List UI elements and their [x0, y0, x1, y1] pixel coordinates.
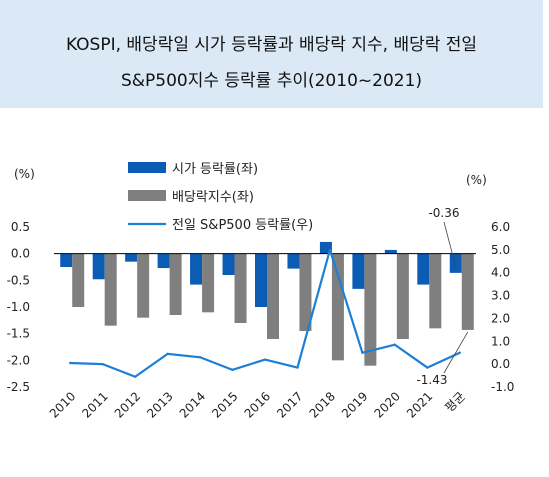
x-tick-label: 2012 — [112, 389, 143, 420]
line-point — [133, 375, 137, 378]
annotation-leader — [443, 331, 469, 374]
bar-opening — [222, 253, 235, 275]
annotation-leader — [443, 221, 457, 267]
annotation-index-avg: -1.43 — [416, 373, 447, 387]
y-left-tick-label: -2.0 — [7, 353, 30, 367]
x-tick-label: 2010 — [47, 389, 78, 420]
x-tick-label: 평균 — [442, 389, 468, 415]
x-tick-label: 2021 — [404, 389, 435, 420]
bar-opening — [449, 253, 462, 273]
legend-swatch-exdiv — [128, 190, 166, 201]
bar-opening — [417, 253, 430, 285]
bar-exdiv-index — [169, 253, 182, 315]
y-left-tick-label: -2.5 — [7, 380, 30, 394]
bar-opening — [319, 241, 332, 254]
y-right-tick-label: 4.0 — [491, 266, 510, 280]
y-right-tick-label: -1.0 — [491, 380, 514, 394]
bar-opening — [352, 253, 365, 289]
line-point — [393, 343, 397, 346]
annotation-opening-avg: -0.36 — [428, 206, 459, 220]
line-point — [426, 366, 429, 369]
x-tick-label: 2020 — [371, 389, 402, 420]
line-point — [296, 366, 299, 369]
y-left-unit: (%) — [14, 167, 35, 181]
line-point — [263, 358, 267, 361]
chart-title-line2: S&P500지수 등락률 추이(2010~2021) — [120, 71, 423, 91]
line-point — [361, 351, 364, 354]
legend-label-opening: 시가 등락률(좌) — [172, 162, 258, 177]
line-point — [166, 352, 169, 356]
bar-exdiv-index — [331, 253, 344, 361]
bar-opening — [157, 253, 170, 269]
line-point — [198, 356, 202, 359]
x-tick-label: 2016 — [242, 389, 273, 420]
bar-opening — [125, 253, 138, 262]
bar-opening — [92, 253, 105, 280]
bar-exdiv-index — [299, 253, 312, 331]
y-right-tick-label: 2.0 — [491, 311, 510, 325]
bar-exdiv-index — [267, 253, 279, 339]
y-right-tick-label: 1.0 — [491, 334, 510, 348]
legend-swatch-opening — [128, 162, 166, 173]
y-right-tick-label: 0.0 — [491, 357, 510, 371]
line-point — [231, 368, 234, 372]
y-left-tick-label: -0.5 — [7, 273, 30, 287]
chart-title-line1: KOSPI, 배당락일 시가 등락률과 배당락 지수, 배당락 전일 — [65, 35, 478, 55]
x-tick-label: 2018 — [307, 389, 338, 420]
bar-opening — [287, 253, 300, 269]
bar-opening — [190, 253, 203, 285]
bar-opening — [255, 253, 267, 307]
line-point — [101, 362, 104, 366]
x-tick-label: 2013 — [144, 389, 175, 420]
bar-exdiv-index — [234, 253, 247, 323]
bar-exdiv-index — [461, 253, 474, 330]
x-tick-label: 2015 — [209, 389, 240, 420]
bar-opening — [384, 249, 397, 254]
legend-label-sp500: 전일 S&P500 등락률(우) — [172, 218, 313, 233]
x-tick-label: 2011 — [79, 389, 110, 420]
legend-label-exdiv: 배당락지수(좌) — [172, 190, 254, 205]
x-tick-label: 2019 — [339, 389, 370, 420]
y-left-tick-label: 0.0 — [11, 247, 30, 261]
bar-exdiv-index — [202, 253, 215, 313]
y-left-tick-label: -1.5 — [7, 327, 30, 341]
bar-exdiv-index — [72, 253, 85, 307]
y-right-tick-label: 3.0 — [491, 289, 510, 303]
bar-exdiv-index — [364, 253, 377, 366]
y-left-tick-label: 0.5 — [11, 220, 30, 234]
line-point — [458, 351, 461, 354]
bar-exdiv-index — [137, 253, 150, 318]
y-right-tick-label: 5.0 — [491, 243, 510, 257]
y-right-tick-label: 6.0 — [491, 220, 510, 234]
y-right-unit: (%) — [466, 173, 487, 187]
x-tick-label: 2014 — [177, 389, 208, 420]
line-point — [328, 248, 332, 252]
y-left-tick-label: -1.0 — [7, 300, 30, 314]
bar-exdiv-index — [429, 253, 442, 329]
bar-exdiv-index — [396, 253, 409, 339]
bar-opening — [60, 253, 73, 267]
title-box: KOSPI, 배당락일 시가 등락률과 배당락 지수, 배당락 전일 S&P50… — [0, 0, 543, 108]
bar-exdiv-index — [104, 253, 117, 326]
x-tick-label: 2017 — [274, 389, 305, 420]
line-point — [69, 361, 72, 365]
